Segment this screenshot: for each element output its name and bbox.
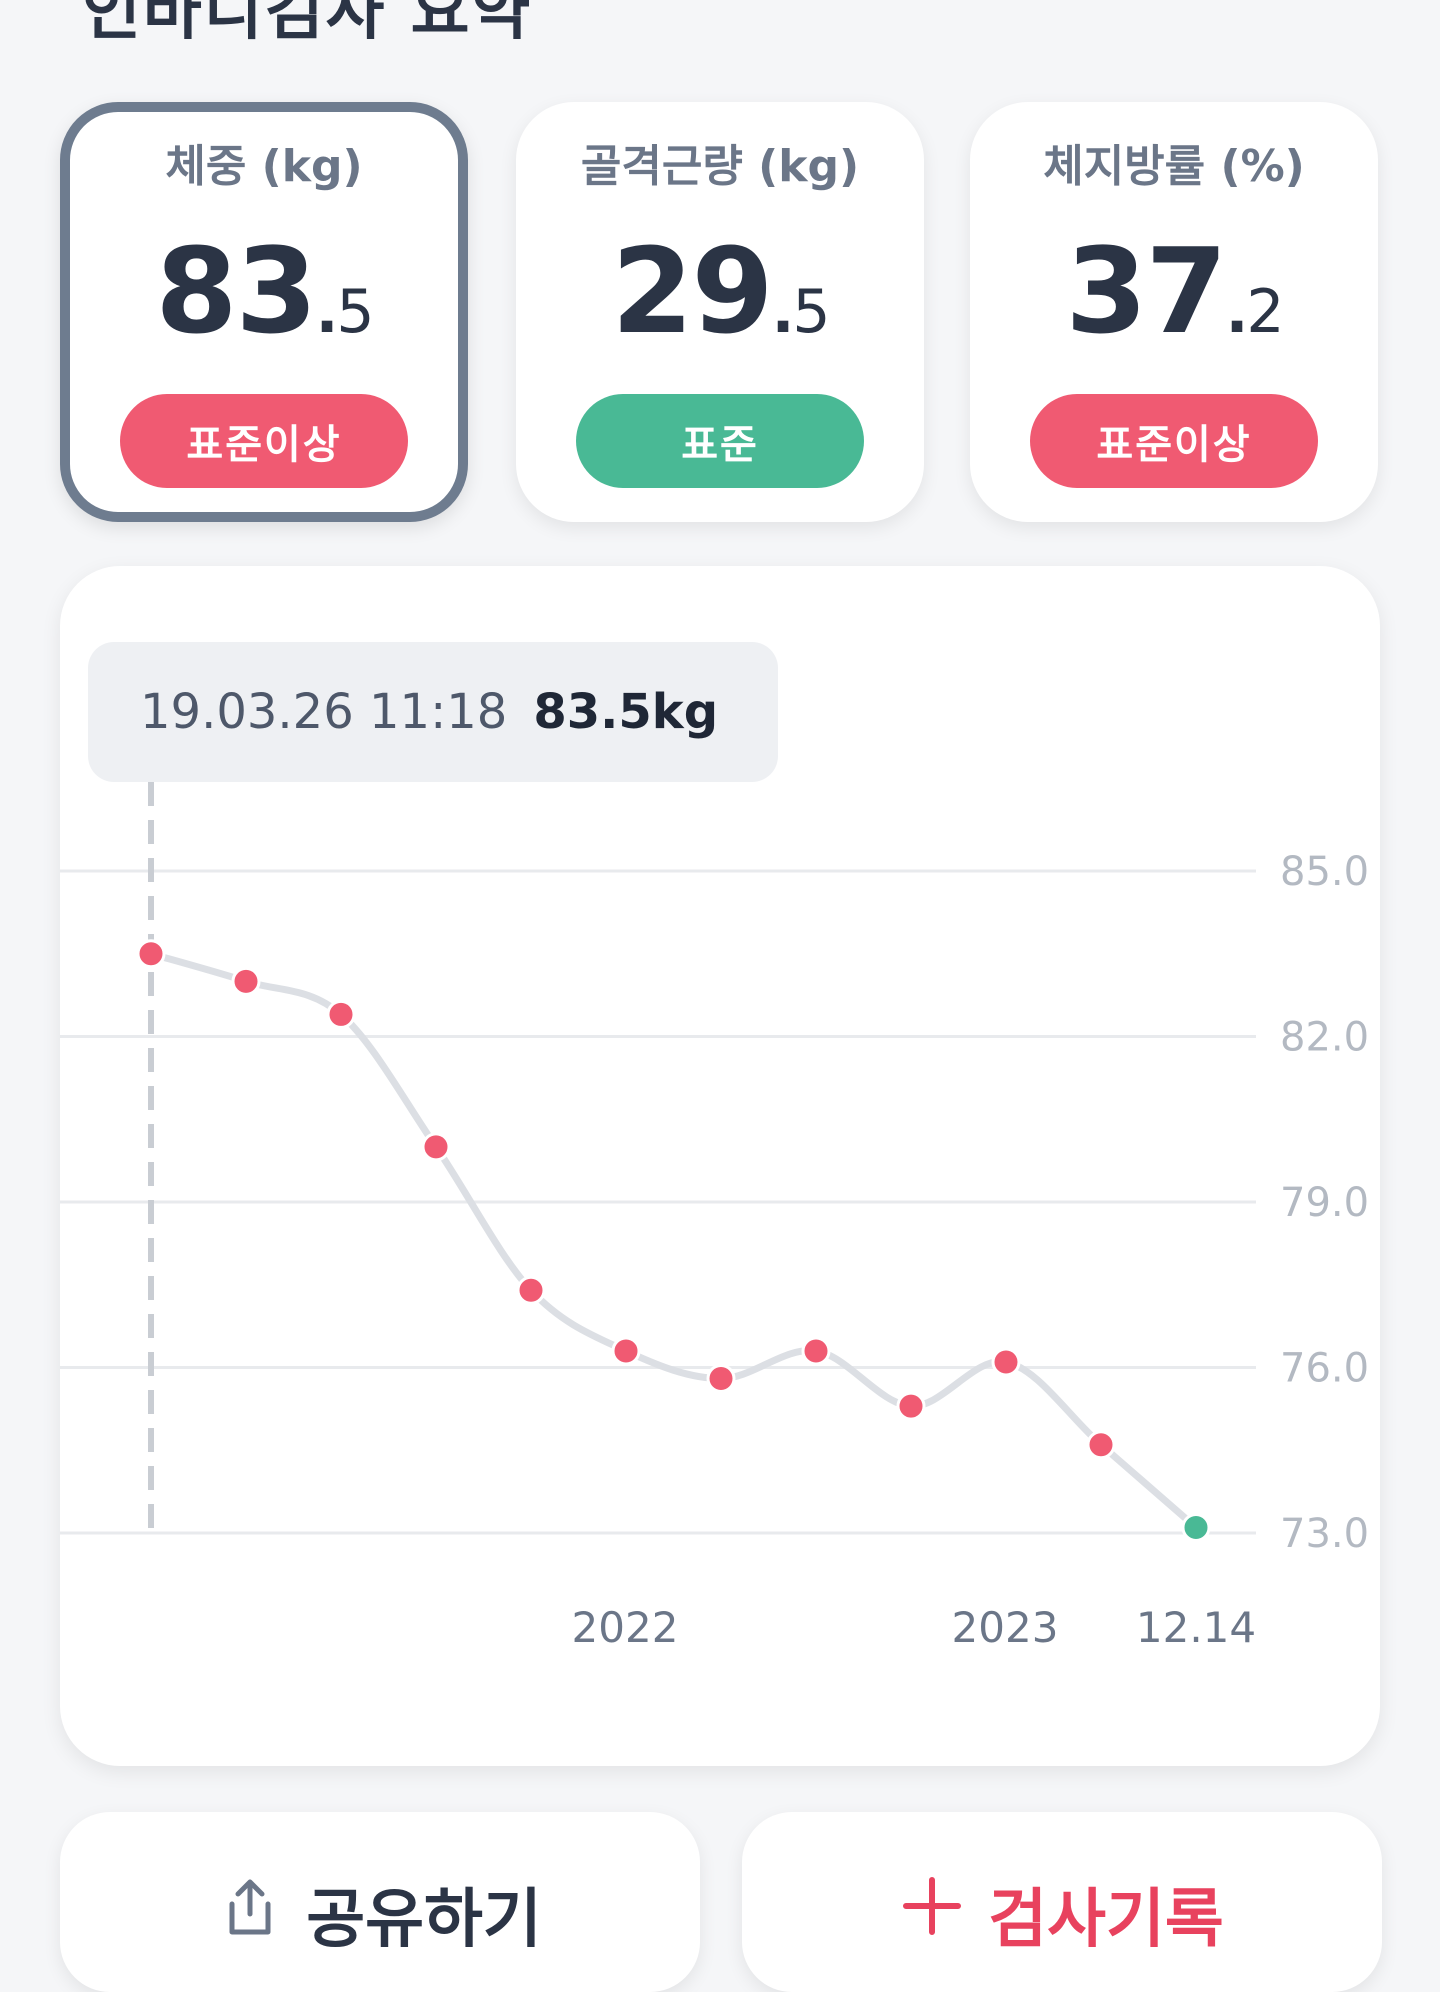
- weight-chart-card[interactable]: 85.0 82.0 79.0 76.0 73.0 2022 2023 12.14 19.03.…: [60, 566, 1380, 1766]
- data-point: [611, 1336, 641, 1366]
- x-tick-label: 12.14: [1136, 1603, 1256, 1652]
- y-tick-label: 73.0: [1280, 1511, 1369, 1557]
- data-point: [991, 1347, 1021, 1377]
- data-point: [706, 1364, 736, 1394]
- data-point: [516, 1275, 546, 1305]
- body-fat-value: 37.2: [1065, 222, 1284, 360]
- share-icon: [218, 1874, 282, 1954]
- y-tick-label: 76.0: [1280, 1346, 1369, 1392]
- data-point: [231, 966, 261, 996]
- plus-icon: [900, 1874, 964, 1954]
- weight-value: 83.5: [155, 222, 374, 360]
- data-point: [421, 1132, 451, 1162]
- tooltip-value: 83.5kg: [533, 684, 719, 740]
- data-point: [326, 999, 356, 1029]
- data-point: [801, 1336, 831, 1366]
- chart-tooltip: 19.03.26 11:18 83.5kg: [88, 642, 778, 782]
- share-button[interactable]: 공유하기: [60, 1812, 700, 1992]
- add-record-label: 검사기록: [988, 1883, 1224, 1957]
- weight-status-badge: 표준이상: [120, 394, 408, 488]
- tooltip-date: 19.03.26 11:18: [140, 684, 508, 740]
- weight-line-chart[interactable]: 85.0 82.0 79.0 76.0 73.0 2022 2023 12.14: [60, 566, 1380, 1766]
- data-point: [896, 1391, 926, 1421]
- x-tick-label: 2023: [952, 1603, 1059, 1652]
- y-tick-label: 79.0: [1280, 1180, 1369, 1226]
- add-record-button[interactable]: 검사기록: [742, 1812, 1382, 1992]
- page-title: 인바디검사 요약: [82, 0, 533, 49]
- series-line: [147, 950, 1200, 1531]
- body-fat-card[interactable]: 체지방률 (%) 37.2 표준이상: [970, 102, 1378, 522]
- data-point: [136, 939, 166, 969]
- data-point: [1086, 1430, 1116, 1460]
- body-fat-status-badge: 표준이상: [1030, 394, 1318, 488]
- latest-data-point: [1181, 1512, 1211, 1542]
- body-fat-label: 체지방률 (%): [1043, 141, 1305, 192]
- y-tick-label: 82.0: [1280, 1015, 1369, 1061]
- weight-card[interactable]: 체중 (kg) 83.5 표준이상: [60, 102, 468, 522]
- skeletal-muscle-card[interactable]: 골격근량 (kg) 29.5 표준: [516, 102, 924, 522]
- weight-label: 체중 (kg): [165, 141, 363, 192]
- x-tick-label: 2022: [572, 1603, 679, 1652]
- skeletal-muscle-value: 29.5: [611, 222, 830, 360]
- y-tick-label: 85.0: [1280, 849, 1369, 895]
- skeletal-muscle-label: 골격근량 (kg): [580, 141, 860, 192]
- share-label: 공유하기: [306, 1883, 542, 1957]
- skeletal-muscle-status-badge: 표준: [576, 394, 864, 488]
